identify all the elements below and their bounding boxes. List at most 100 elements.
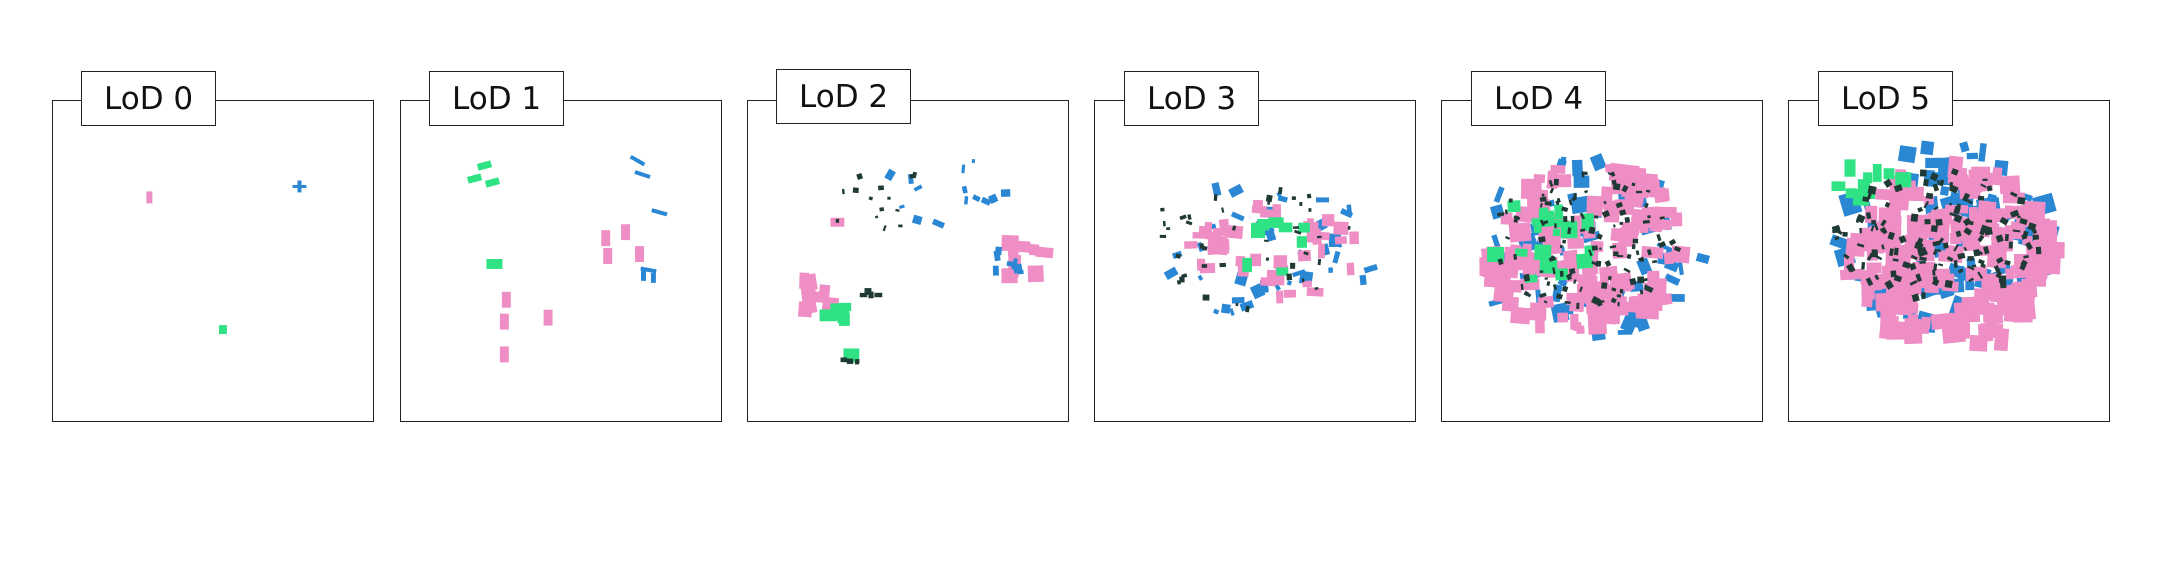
dark-splat — [2004, 233, 2009, 242]
dark-splat — [1984, 226, 1993, 236]
dark-splat — [1306, 193, 1312, 199]
dark-splat — [1935, 218, 1943, 226]
dark-splat — [1963, 227, 1973, 236]
pink-splat — [1977, 200, 1990, 218]
lod-panel-1 — [400, 100, 722, 422]
dark-splat — [1548, 179, 1554, 187]
blue-splat — [1229, 308, 1235, 316]
dark-splat — [1938, 263, 1944, 267]
dark-splat — [2016, 215, 2021, 219]
dark-splat — [1579, 228, 1586, 233]
dark-splat — [1301, 278, 1305, 283]
blue-splat — [898, 204, 905, 209]
dark-splat — [1643, 277, 1648, 282]
dark-splat — [1892, 258, 1899, 262]
dark-splat — [1953, 214, 1963, 223]
dark-splat — [1842, 231, 1848, 237]
dark-splat — [1543, 300, 1548, 304]
dark-splat — [864, 288, 872, 295]
dark-splat — [1613, 251, 1619, 257]
dark-splat — [1843, 253, 1850, 260]
green-splat — [1296, 236, 1307, 248]
dark-splat — [1918, 248, 1925, 255]
blue-splat — [1966, 152, 1979, 160]
pink-splat — [1971, 166, 1991, 185]
dark-splat — [1316, 235, 1322, 239]
pink-splat — [1884, 314, 1896, 338]
dark-splat — [1893, 274, 1903, 283]
blue-splat — [1346, 204, 1353, 217]
dark-splat — [1870, 252, 1879, 258]
green-splat — [819, 309, 838, 322]
pink-splat — [1861, 286, 1874, 308]
dark-splat — [1562, 239, 1567, 244]
dark-splat — [1881, 244, 1885, 250]
pink-splat — [1321, 214, 1335, 227]
dark-splat — [2019, 263, 2027, 271]
dark-splat — [1922, 246, 1928, 254]
dark-splat — [1317, 258, 1322, 266]
dark-splat — [1291, 196, 1297, 201]
pink-splat — [1550, 164, 1566, 174]
dark-splat — [1219, 262, 1226, 268]
pink-splat — [1603, 203, 1620, 223]
pink-splat — [1198, 225, 1207, 235]
lod-panel-0 — [52, 100, 374, 422]
dark-splat — [1601, 282, 1608, 289]
blue-splat — [650, 272, 656, 283]
dark-splat — [1611, 287, 1617, 292]
pink-splat — [1001, 269, 1018, 284]
green-splat — [466, 173, 483, 184]
pink-splat — [1586, 195, 1604, 217]
lod-panel-5 — [1788, 100, 2110, 422]
pink-splat — [2023, 200, 2046, 223]
blue-splat — [651, 208, 668, 217]
dark-splat — [1347, 225, 1351, 230]
dark-splat — [1513, 215, 1519, 223]
blue-splat — [1286, 280, 1293, 286]
lod-label-1: LoD 1 — [429, 71, 565, 126]
pink-splat — [1346, 262, 1355, 276]
pink-splat — [1860, 270, 1877, 285]
dark-splat — [1632, 238, 1639, 244]
dark-splat — [1588, 226, 1596, 235]
pink-splat — [1283, 289, 1297, 298]
dark-splat — [1308, 208, 1312, 212]
blue-splat — [1363, 263, 1378, 274]
dark-splat — [1998, 275, 2007, 283]
dark-splat — [1887, 231, 1895, 240]
dark-splat — [1576, 302, 1580, 310]
pink-splat — [1600, 186, 1614, 204]
lod-panel-4 — [1441, 100, 1763, 422]
green-splat — [1257, 219, 1270, 231]
dark-splat — [1995, 270, 2002, 279]
blue-splat — [1959, 141, 1970, 153]
dark-splat — [1615, 201, 1624, 209]
dark-splat — [1571, 196, 1577, 202]
blue-splat — [1315, 197, 1330, 203]
blue-splat — [1493, 186, 1505, 203]
dark-splat — [1910, 254, 1918, 261]
dark-splat — [1520, 283, 1524, 290]
dark-splat — [1915, 273, 1922, 283]
blue-splat — [1230, 211, 1245, 222]
pink-splat — [1520, 178, 1542, 199]
dark-splat — [1598, 300, 1605, 303]
dark-splat — [840, 357, 848, 363]
dark-splat — [1289, 262, 1296, 269]
pink-splat — [1503, 279, 1522, 293]
blue-splat — [1277, 195, 1288, 203]
dark-splat — [1884, 279, 1895, 290]
blue-splat — [1695, 252, 1710, 265]
dark-splat — [1865, 211, 1872, 220]
pink-splat — [1649, 186, 1666, 199]
dark-splat — [1555, 199, 1561, 204]
dark-splat — [1538, 236, 1546, 243]
green-splat — [1844, 159, 1856, 177]
dark-splat — [1617, 301, 1620, 307]
dark-splat — [1977, 234, 1985, 243]
pink-splat — [1250, 253, 1262, 267]
dark-splat — [1902, 261, 1911, 269]
blue-splat — [1000, 189, 1011, 197]
dark-splat — [1549, 187, 1555, 194]
